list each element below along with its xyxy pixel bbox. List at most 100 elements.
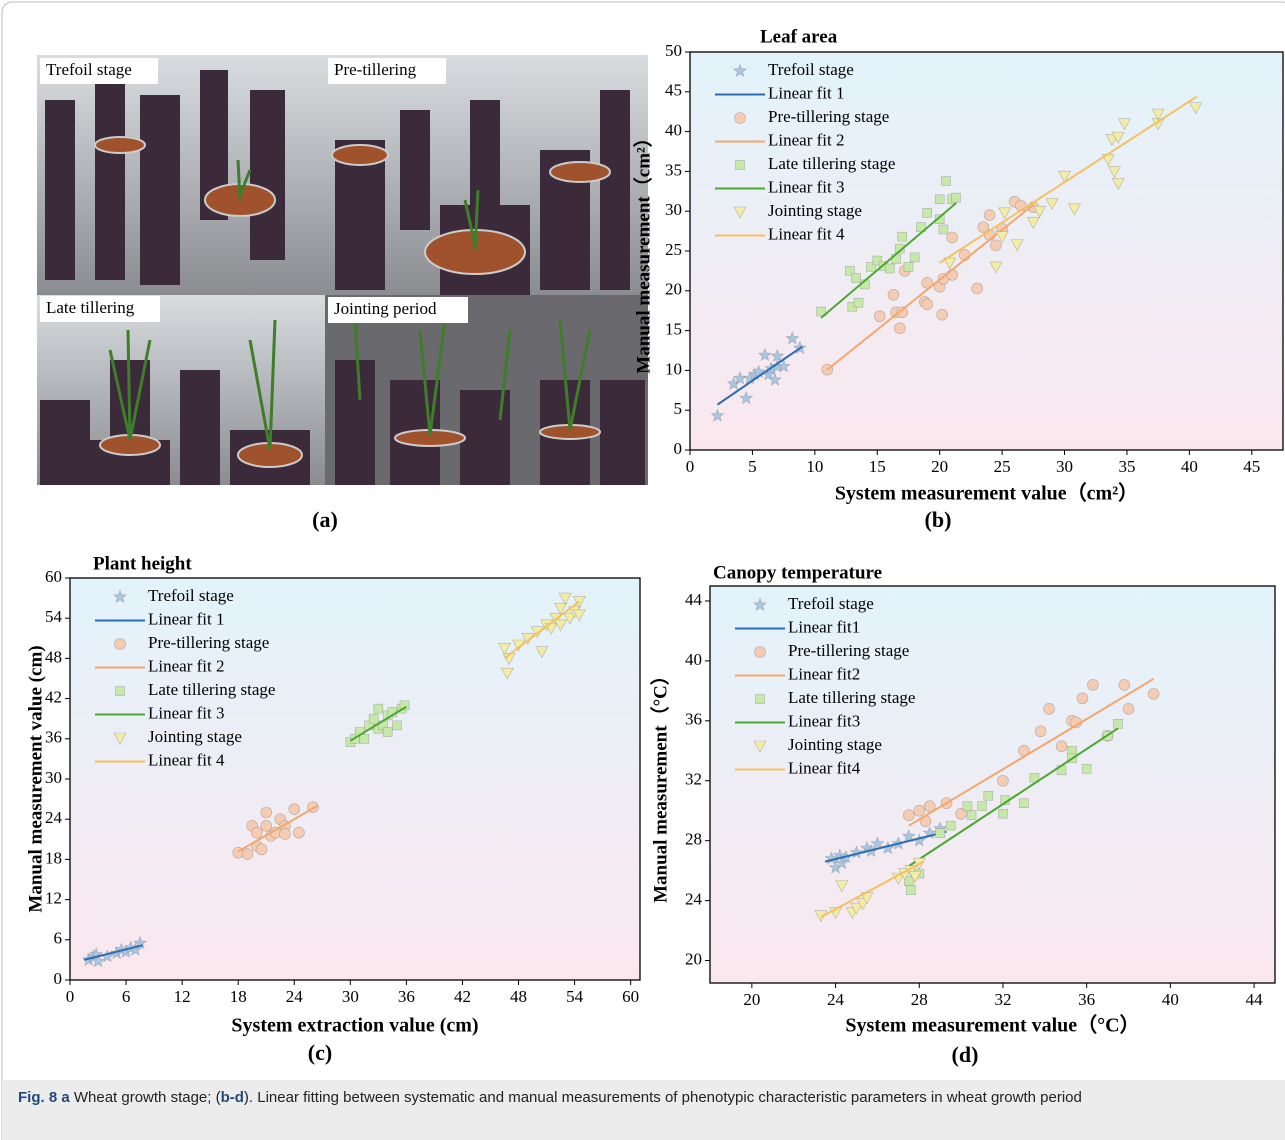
point — [941, 176, 951, 186]
point — [1117, 118, 1131, 131]
fit-line — [349, 705, 407, 742]
point — [909, 252, 920, 263]
point — [757, 347, 772, 362]
x-tick-label: 10 — [806, 457, 823, 476]
pots — [94, 136, 611, 468]
caption-band — [2, 1080, 1285, 1140]
chart-title: Plant height — [93, 553, 192, 574]
point — [995, 231, 1009, 244]
y-tick-label: 10 — [665, 359, 682, 378]
point — [260, 820, 273, 832]
x-tick-label: 25 — [994, 457, 1011, 476]
legend-label: Pre-tillering stage — [788, 641, 909, 660]
legend-swatch — [754, 646, 766, 658]
x-tick-label: 30 — [1056, 457, 1073, 476]
legend-label: Linear fit 2 — [768, 130, 844, 149]
point — [923, 800, 936, 813]
caption-panels: b-d — [220, 1089, 244, 1106]
caption-text: Wheat growth stage; ( — [73, 1089, 221, 1106]
y-tick-label: 24 — [45, 808, 63, 827]
point — [1189, 102, 1203, 115]
photo-label: Late tillering — [46, 298, 135, 317]
y-tick-label: 18 — [45, 848, 62, 867]
point — [853, 297, 864, 308]
legend-label: Linear fit 2 — [148, 656, 224, 675]
legend-label: Trefoil stage — [788, 594, 874, 613]
point — [751, 364, 766, 378]
y-tick-label: 6 — [54, 929, 63, 948]
point — [866, 262, 876, 272]
point — [851, 273, 861, 283]
x-tick-label: 20 — [931, 457, 948, 476]
point — [966, 810, 977, 821]
point — [902, 809, 915, 822]
point — [1033, 205, 1047, 218]
point — [897, 231, 908, 242]
point — [1058, 170, 1072, 183]
panel-label: (d) — [952, 1042, 979, 1067]
y-tick-label: 15 — [665, 320, 682, 339]
y-tick-label: 20 — [685, 949, 702, 968]
point — [945, 820, 956, 831]
point — [849, 845, 864, 859]
point — [971, 282, 983, 295]
point — [1034, 725, 1047, 738]
x-tick-label: 18 — [230, 987, 247, 1006]
x-tick-label: 35 — [1118, 457, 1135, 476]
fit-line — [908, 678, 1155, 827]
point — [739, 390, 754, 405]
point — [946, 269, 958, 281]
y-tick-label: 36 — [45, 728, 62, 747]
fit-line — [237, 804, 319, 853]
point — [368, 713, 379, 724]
point — [935, 828, 945, 838]
legend-swatch — [755, 694, 765, 704]
fit-line — [908, 727, 1119, 867]
point — [1113, 719, 1123, 729]
y-tick-label: 30 — [665, 200, 682, 219]
point — [1087, 679, 1099, 691]
fit-line — [824, 830, 947, 863]
y-tick-label: 28 — [685, 830, 702, 849]
point — [1151, 108, 1165, 121]
point — [990, 239, 1002, 252]
legend-label: Trefoil stage — [768, 60, 854, 79]
point — [1118, 679, 1131, 691]
legend-swatch — [753, 740, 767, 753]
photo-label-box — [328, 58, 446, 84]
legend-label: Linear fit 4 — [148, 750, 225, 769]
plot-area — [689, 51, 1284, 451]
caption: Fig. 8 a Wheat growth stage; (b-d). Line… — [18, 1088, 1273, 1108]
point — [500, 667, 514, 680]
legend-label: Linear fit1 — [788, 617, 860, 636]
photo-label-box — [40, 296, 160, 322]
point — [997, 774, 1009, 787]
x-axis-label: System measurement value（°C） — [845, 1014, 1139, 1037]
point — [1147, 688, 1160, 700]
point — [498, 643, 512, 655]
point — [255, 843, 268, 856]
point — [776, 359, 791, 373]
y-tick-label: 40 — [685, 650, 702, 669]
x-tick-label: 24 — [286, 987, 304, 1006]
x-tick-label: 12 — [174, 987, 191, 1006]
point — [767, 372, 782, 386]
plants — [108, 159, 592, 451]
point — [983, 209, 996, 221]
legend-label: Trefoil stage — [148, 586, 234, 605]
legend-label: Late tillering stage — [788, 688, 915, 707]
legend-label: Linear fit 3 — [148, 703, 224, 722]
point — [916, 222, 926, 232]
x-tick-label: 30 — [342, 987, 359, 1006]
y-tick-label: 60 — [45, 567, 62, 586]
panel-label: (a) — [312, 507, 338, 532]
point — [977, 221, 990, 233]
point — [392, 720, 402, 731]
y-tick-label: 0 — [674, 439, 683, 458]
point — [288, 803, 301, 815]
x-tick-label: 54 — [566, 987, 584, 1006]
point — [1122, 703, 1135, 715]
photo-label: Jointing period — [334, 299, 437, 318]
point — [260, 806, 273, 819]
x-tick-label: 6 — [122, 987, 131, 1006]
